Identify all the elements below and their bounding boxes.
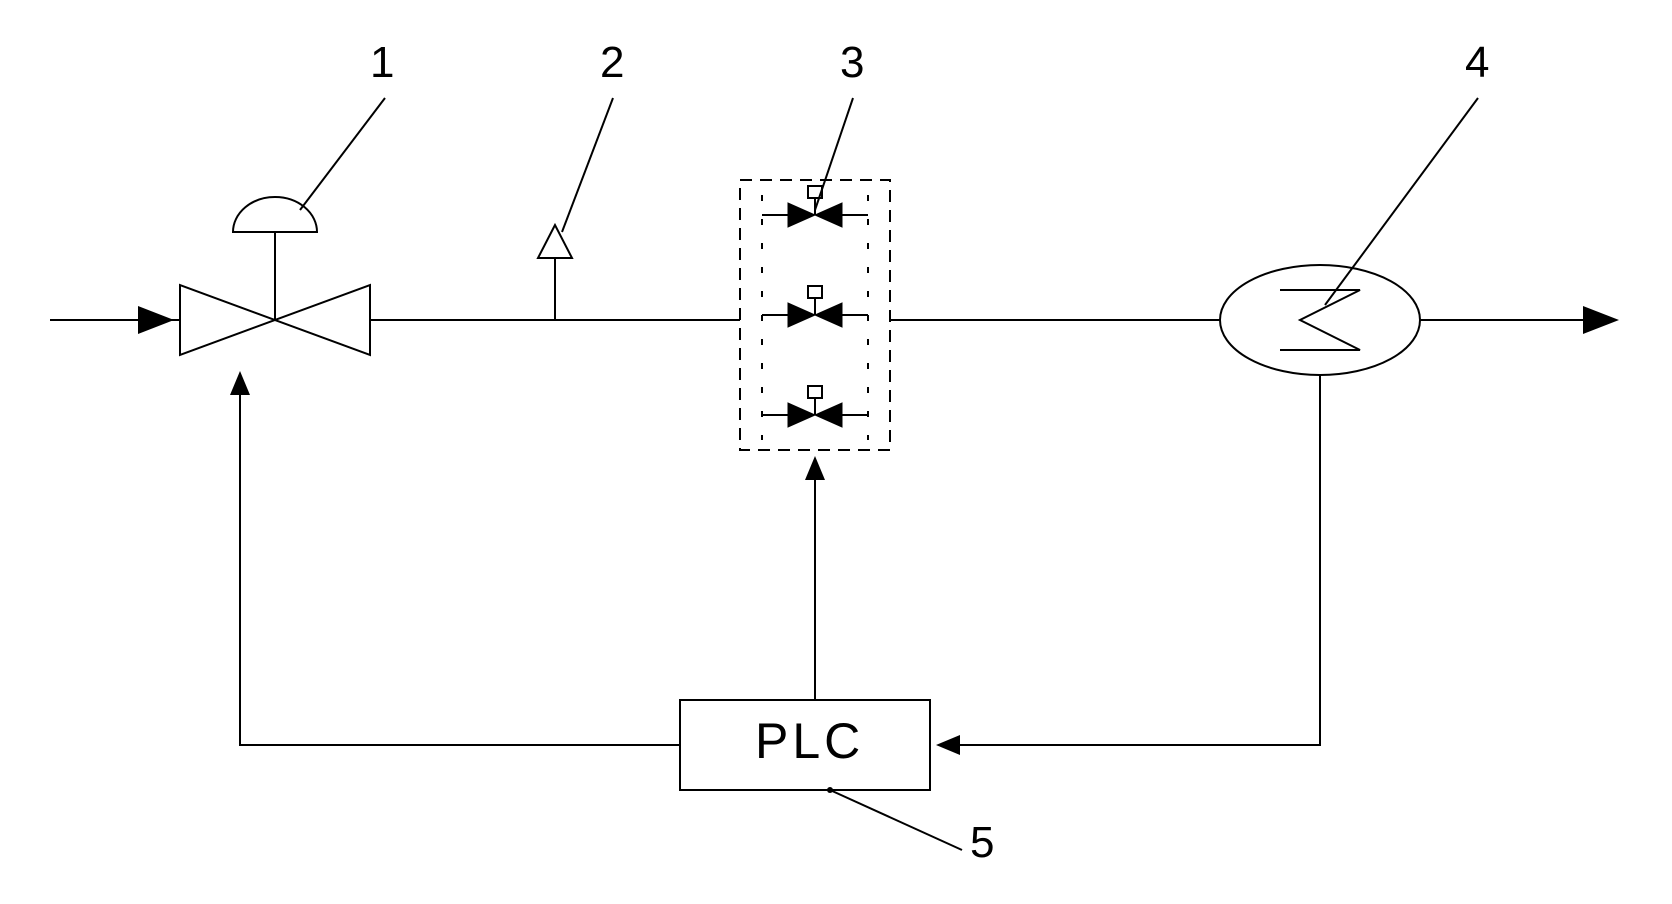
callout-label-2: 2 — [600, 38, 624, 88]
component-3-multi-valve — [740, 180, 890, 450]
leader-2 — [562, 98, 613, 232]
sensor-triangle-icon — [538, 225, 572, 258]
leader-3 — [815, 98, 853, 210]
callout-label-3: 3 — [840, 38, 864, 88]
flowmeter-body-icon — [1220, 265, 1420, 375]
mini-solenoid-icon — [808, 286, 822, 298]
mini-valve-1 — [762, 186, 868, 227]
signal-plc-to-valve1 — [240, 375, 680, 745]
component-4-flowmeter — [1220, 265, 1420, 375]
signal-flowmeter-to-plc — [940, 375, 1320, 745]
callout-label-1: 1 — [370, 38, 394, 88]
mini-valve-3 — [762, 386, 868, 427]
mini-valve-2 — [762, 286, 868, 327]
component-2-sensor — [538, 225, 572, 320]
actuator-icon — [233, 197, 317, 232]
leader-4 — [1325, 98, 1478, 305]
callout-label-4: 4 — [1465, 38, 1489, 88]
component-1-control-valve — [180, 197, 370, 355]
plc-label: PLC — [755, 712, 864, 770]
leader-1 — [300, 98, 385, 210]
leader-5-dot — [827, 787, 833, 793]
mini-solenoid-icon — [808, 386, 822, 398]
flowmeter-symbol-icon — [1280, 290, 1360, 350]
leader-5 — [830, 790, 962, 850]
control-lines — [240, 375, 1320, 745]
callout-label-5: 5 — [970, 818, 994, 868]
